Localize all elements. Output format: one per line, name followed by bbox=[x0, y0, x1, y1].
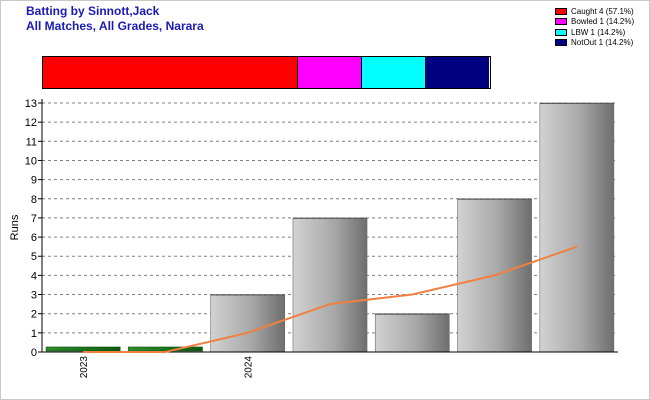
bar-group bbox=[45, 102, 615, 353]
y-tick-label: 8 bbox=[31, 194, 37, 206]
y-tick-label: 6 bbox=[31, 232, 37, 244]
legend-swatch-bowled bbox=[555, 18, 567, 25]
legend-swatch-caught bbox=[555, 7, 567, 15]
dist-segment-lbw bbox=[361, 57, 426, 88]
y-tick-label: 7 bbox=[31, 213, 37, 225]
legend-item-bowled: Bowled 1 (14.2%) bbox=[555, 17, 634, 27]
bar bbox=[128, 346, 203, 352]
legend-label-notout: NotOut 1 (14.2%) bbox=[571, 38, 634, 47]
legend-label-caught: Caught 4 (57.1%) bbox=[571, 6, 634, 16]
bar bbox=[539, 102, 615, 353]
y-tick-label: 5 bbox=[31, 251, 37, 263]
trend-line bbox=[83, 245, 578, 353]
y-tick-label: 10 bbox=[25, 155, 37, 167]
x-tick-label: 2023 bbox=[79, 356, 90, 379]
dismissal-distribution-bar bbox=[42, 56, 491, 89]
dist-segment-notout bbox=[425, 57, 489, 88]
legend-swatch-lbw bbox=[555, 28, 567, 36]
legend-label-lbw: LBW 1 (14.2%) bbox=[571, 27, 626, 37]
x-tick-label: 2024 bbox=[244, 356, 255, 379]
y-tick-label: 11 bbox=[26, 136, 37, 148]
y-tick-label: 1 bbox=[31, 328, 37, 340]
dist-segment-caught bbox=[43, 57, 298, 88]
bar bbox=[374, 313, 450, 353]
y-tick-label: 2 bbox=[31, 309, 37, 321]
dismissal-legend: Caught 4 (57.1%) Bowled 1 (14.2%) LBW 1 … bbox=[555, 6, 634, 48]
legend-item-caught: Caught 4 (57.1%) bbox=[555, 6, 634, 16]
chart-subtitle: All Matches, All Grades, Narara bbox=[26, 19, 204, 33]
y-axis-label: Runs bbox=[9, 214, 21, 240]
y-tick-label: 12 bbox=[25, 117, 37, 129]
trend-line-group bbox=[83, 245, 578, 353]
dist-segment-bowled bbox=[297, 57, 362, 88]
legend-swatch-notout bbox=[555, 39, 567, 46]
chart-title: Batting by Sinnott,Jack bbox=[26, 4, 160, 18]
y-tick-label: 9 bbox=[31, 175, 37, 187]
bar bbox=[292, 217, 368, 353]
bar bbox=[457, 198, 532, 353]
y-tick-label: 13 bbox=[25, 98, 37, 110]
bar bbox=[45, 346, 121, 352]
y-tick-label: 4 bbox=[31, 270, 37, 282]
legend-item-lbw: LBW 1 (14.2%) bbox=[555, 27, 634, 37]
legend-item-notout: NotOut 1 (14.2%) bbox=[555, 38, 634, 48]
y-tick-label: 0 bbox=[31, 347, 37, 359]
legend-label-bowled: Bowled 1 (14.2%) bbox=[571, 17, 635, 26]
y-tick-label: 3 bbox=[31, 290, 37, 302]
